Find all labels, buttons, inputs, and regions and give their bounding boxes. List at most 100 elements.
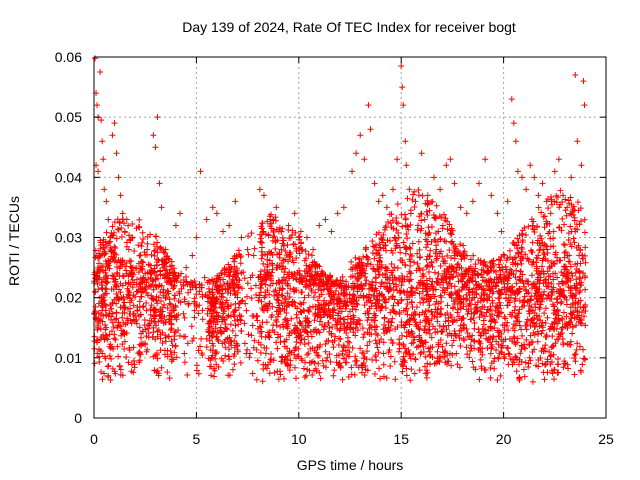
data-point xyxy=(544,257,551,264)
data-point xyxy=(576,316,583,323)
data-point xyxy=(517,350,524,357)
data-point xyxy=(317,309,324,316)
data-point xyxy=(426,348,433,355)
data-point xyxy=(142,284,149,291)
data-point xyxy=(297,277,304,284)
data-point xyxy=(414,226,421,233)
data-point xyxy=(425,298,432,305)
data-point xyxy=(293,255,300,262)
data-point xyxy=(443,238,450,245)
data-point xyxy=(431,293,438,300)
data-point xyxy=(376,271,383,278)
data-point xyxy=(488,279,495,286)
data-point xyxy=(488,192,495,199)
data-point xyxy=(529,249,536,256)
data-point xyxy=(429,354,436,361)
data-point xyxy=(391,296,398,303)
data-point xyxy=(497,275,504,282)
data-point xyxy=(572,304,579,311)
data-point xyxy=(566,252,573,259)
data-point xyxy=(458,299,465,306)
data-point xyxy=(308,252,315,259)
data-point xyxy=(215,287,222,294)
data-point xyxy=(564,278,571,285)
data-point xyxy=(392,276,399,283)
data-point xyxy=(204,279,211,286)
data-point xyxy=(460,315,467,322)
data-point xyxy=(128,297,135,304)
data-point xyxy=(563,313,570,320)
data-point xyxy=(117,192,124,199)
data-point xyxy=(213,210,220,217)
data-point xyxy=(504,302,511,309)
data-point xyxy=(113,309,120,316)
data-point xyxy=(131,279,138,286)
data-point xyxy=(416,367,423,374)
data-point xyxy=(362,270,369,277)
data-point xyxy=(460,336,467,342)
data-point xyxy=(559,272,566,279)
data-point xyxy=(234,294,241,301)
data-point xyxy=(542,305,549,312)
data-point xyxy=(297,339,304,346)
data-point xyxy=(132,318,139,325)
data-point xyxy=(310,303,317,310)
data-point xyxy=(551,168,558,175)
data-point xyxy=(476,339,483,346)
data-point xyxy=(276,224,283,231)
data-point xyxy=(501,313,508,320)
data-point xyxy=(560,309,567,316)
data-point xyxy=(293,287,300,294)
data-point xyxy=(112,281,119,288)
data-point xyxy=(457,305,464,312)
data-point xyxy=(132,312,139,319)
data-point xyxy=(496,299,503,306)
data-point xyxy=(160,286,167,293)
data-point xyxy=(519,174,526,181)
data-point xyxy=(164,369,171,376)
data-point xyxy=(267,216,274,223)
data-point xyxy=(360,294,367,301)
data-point xyxy=(141,249,148,256)
data-point xyxy=(534,287,541,294)
data-point xyxy=(356,256,363,263)
data-point xyxy=(391,358,398,365)
data-point xyxy=(389,267,396,274)
data-point xyxy=(396,244,403,251)
data-point xyxy=(161,263,168,270)
data-point xyxy=(446,275,453,282)
data-point xyxy=(375,268,382,275)
data-point xyxy=(157,289,164,296)
data-point xyxy=(209,289,216,296)
data-point xyxy=(350,325,357,332)
data-point xyxy=(437,305,444,312)
data-point xyxy=(403,319,410,326)
data-point xyxy=(574,340,581,347)
data-point xyxy=(312,310,319,317)
data-point xyxy=(532,304,539,311)
data-point xyxy=(427,361,434,368)
data-point xyxy=(330,344,337,351)
data-point xyxy=(497,372,504,379)
data-point xyxy=(521,283,528,290)
data-point xyxy=(372,337,379,344)
data-point xyxy=(403,365,410,372)
data-point xyxy=(350,285,357,292)
data-point xyxy=(564,340,571,347)
data-point xyxy=(320,326,327,333)
data-point xyxy=(264,287,271,294)
data-point xyxy=(225,372,232,379)
data-point xyxy=(246,354,253,361)
data-point xyxy=(263,319,270,326)
data-point xyxy=(286,330,293,337)
x-tick-label: 5 xyxy=(193,431,201,447)
data-point xyxy=(350,291,357,298)
data-point xyxy=(428,308,435,315)
data-point xyxy=(138,243,145,250)
data-point xyxy=(564,204,571,211)
data-point xyxy=(123,354,130,361)
data-point xyxy=(368,285,375,292)
data-point xyxy=(416,254,423,261)
data-point xyxy=(579,361,586,368)
data-point xyxy=(148,302,155,309)
